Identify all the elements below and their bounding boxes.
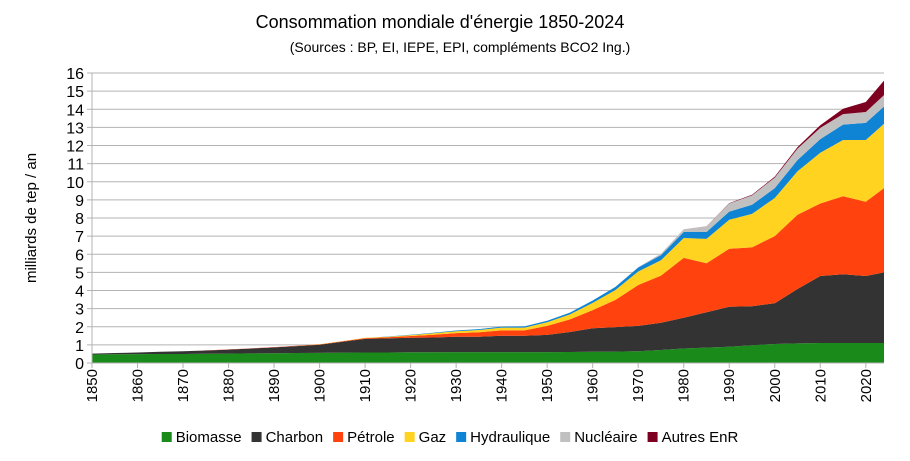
- area: [92, 272, 884, 355]
- legend-label: Autres EnR: [662, 429, 739, 446]
- y-tick-label: 8: [75, 211, 84, 228]
- x-tick-label: 1930: [448, 369, 465, 402]
- x-tick-label: 1920: [403, 369, 420, 402]
- x-tick-label: 1900: [312, 369, 329, 402]
- x-tick-label: 1850: [84, 369, 101, 402]
- legend-swatch: [456, 432, 467, 442]
- legend-swatch: [161, 432, 172, 442]
- y-tick-label: 6: [75, 247, 84, 264]
- legend-item: Gaz: [404, 429, 447, 446]
- legend-swatch: [647, 432, 658, 442]
- legend-item: Autres EnR: [647, 429, 739, 446]
- legend-item: Biomasse: [161, 429, 242, 446]
- x-tick-label: 1940: [494, 369, 511, 402]
- y-tick-label: 5: [75, 265, 84, 282]
- legend-label: Biomasse: [176, 429, 242, 446]
- legend-swatch: [404, 432, 415, 442]
- legend-label: Pétrole: [347, 429, 395, 446]
- legend-label: Charbon: [266, 429, 324, 446]
- y-tick-label: 13: [66, 120, 84, 137]
- x-tick-label: 1950: [539, 369, 556, 402]
- legend-item: Pétrole: [333, 429, 395, 446]
- legend-item: Nucléaire: [560, 429, 638, 446]
- area: [92, 343, 884, 363]
- grid: [92, 72, 884, 364]
- legend: Biomasse Charbon Pétrole Gaz Hydraulique Nucl…: [161, 429, 739, 446]
- legend-item: Hydraulique: [456, 429, 550, 446]
- legend-label: Hydraulique: [470, 429, 550, 446]
- x-tick-label: 1870: [175, 369, 192, 402]
- y-axis-label: milliards de tep / an: [23, 153, 40, 283]
- chart-subtitle: (Sources : BP, EI, IEPE, EPI, complément…: [290, 39, 631, 55]
- legend-swatch: [251, 432, 262, 442]
- x-tick-label: 1880: [221, 369, 238, 402]
- y-tick-label: 9: [75, 193, 84, 210]
- x-tick-label: 2020: [858, 369, 875, 402]
- area: [92, 123, 884, 354]
- legend-swatch: [333, 432, 344, 442]
- x-tick-label: 1860: [130, 369, 147, 402]
- legend-swatch: [560, 432, 571, 442]
- y-tick-label: 14: [66, 102, 84, 119]
- y-tick-label: 4: [75, 284, 84, 301]
- y-tick-label: 10: [66, 175, 84, 192]
- x-tick-label: 1980: [676, 369, 693, 402]
- x-tick-label: 2010: [812, 369, 829, 402]
- x-tick-label: 1970: [630, 369, 647, 402]
- legend-label: Gaz: [419, 429, 447, 446]
- x-tick-label: 1910: [357, 369, 374, 402]
- y-tick-label: 16: [66, 66, 84, 83]
- legend-item: Charbon: [251, 429, 324, 446]
- x-tick-label: 1890: [266, 369, 283, 402]
- y-tick-label: 2: [75, 320, 84, 337]
- x-tick-label: 1990: [721, 369, 738, 402]
- x-tick-label: 1960: [585, 369, 602, 402]
- y-tick-label: 3: [75, 302, 84, 319]
- legend-label: Nucléaire: [574, 429, 637, 446]
- y-tick-label: 0: [75, 356, 84, 373]
- y-tick-label: 15: [66, 84, 84, 101]
- areas: [92, 80, 884, 363]
- y-tick-label: 11: [67, 157, 84, 174]
- y-tick-label: 1: [75, 338, 84, 355]
- x-tick-label: 2000: [767, 369, 784, 402]
- y-tick-label: 12: [66, 139, 84, 156]
- y-tick-label: 7: [75, 229, 84, 246]
- area: [92, 188, 884, 354]
- chart-title: Consommation mondiale d'énergie 1850-202…: [256, 12, 625, 32]
